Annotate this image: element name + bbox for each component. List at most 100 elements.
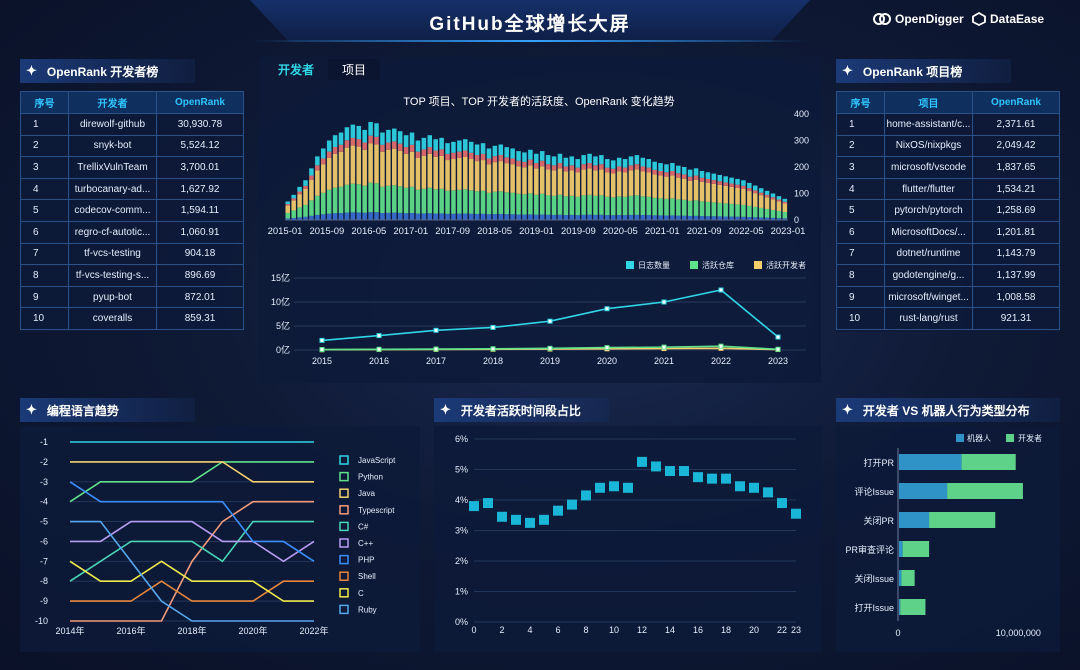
stack-bar-segment[interactable] [758, 192, 764, 196]
stack-bar-segment[interactable] [640, 196, 646, 216]
stack-bar-segment[interactable] [729, 177, 734, 184]
stack-bar-segment[interactable] [433, 156, 438, 190]
stack-bar-segment[interactable] [605, 159, 610, 168]
series-point[interactable] [661, 299, 667, 305]
stack-bar-segment[interactable] [711, 173, 717, 181]
legend-label[interactable]: C [358, 589, 364, 598]
stack-bar-segment[interactable] [616, 215, 622, 220]
stack-bar-segment[interactable] [723, 185, 728, 204]
stack-bar-segment[interactable] [723, 182, 728, 186]
series-point[interactable] [433, 346, 439, 352]
stack-bar-segment[interactable] [575, 159, 580, 168]
stack-bar-segment[interactable] [338, 151, 344, 187]
stack-bar-segment[interactable] [427, 147, 433, 154]
series-line[interactable] [70, 520, 314, 622]
stack-bar-segment[interactable] [439, 188, 444, 214]
stack-bar-segment[interactable] [350, 183, 356, 213]
stack-bar-segment[interactable] [723, 176, 728, 183]
stack-bar-segment[interactable] [557, 163, 563, 169]
legend-label[interactable]: C++ [358, 539, 373, 548]
bot-bar[interactable] [899, 454, 962, 470]
stack-bar-segment[interactable] [770, 197, 776, 200]
stack-bar-segment[interactable] [344, 184, 350, 213]
stack-bar-segment[interactable] [741, 216, 746, 220]
scatter-point[interactable] [539, 514, 549, 525]
stack-bar-segment[interactable] [557, 194, 563, 215]
stack-bar-segment[interactable] [640, 157, 646, 167]
stack-bar-segment[interactable] [285, 201, 291, 205]
legend-label[interactable]: Java [358, 489, 375, 498]
stack-bar-segment[interactable] [332, 213, 338, 220]
stack-bar-segment[interactable] [486, 214, 492, 220]
stack-bar-segment[interactable] [539, 151, 545, 161]
scatter-point[interactable] [777, 498, 787, 509]
scatter-point[interactable] [735, 481, 745, 492]
stack-bar-segment[interactable] [764, 208, 770, 218]
stack-bar-segment[interactable] [326, 189, 332, 214]
stack-bar-segment[interactable] [735, 204, 740, 217]
stack-bar-segment[interactable] [610, 160, 616, 169]
stack-bar-segment[interactable] [409, 144, 415, 152]
stack-bar-segment[interactable] [332, 187, 338, 214]
stack-bar-segment[interactable] [344, 147, 350, 185]
stack-bar-segment[interactable] [421, 149, 427, 156]
stack-bar-segment[interactable] [297, 217, 302, 220]
stack-bar-segment[interactable] [332, 147, 338, 154]
stack-bar-segment[interactable] [658, 163, 663, 172]
stack-bar-segment[interactable] [782, 211, 788, 219]
stack-bar-segment[interactable] [451, 213, 456, 220]
series-line[interactable] [69, 461, 314, 503]
stack-bar-segment[interactable] [534, 163, 539, 169]
stack-bar-segment[interactable] [670, 215, 675, 220]
stack-bar-segment[interactable] [646, 215, 651, 220]
stack-bar-segment[interactable] [374, 212, 379, 220]
stack-bar-segment[interactable] [344, 212, 350, 220]
stack-bar-segment[interactable] [741, 180, 746, 186]
stack-bar-segment[interactable] [741, 185, 746, 189]
stack-bar-segment[interactable] [599, 169, 604, 196]
stack-bar-segment[interactable] [676, 215, 681, 220]
stack-bar-segment[interactable] [699, 181, 705, 202]
stack-bar-segment[interactable] [557, 153, 563, 164]
stack-bar-segment[interactable] [309, 168, 314, 176]
scatter-point[interactable] [679, 466, 689, 477]
stack-bar-segment[interactable] [593, 170, 598, 196]
scatter-point[interactable] [637, 456, 647, 467]
stack-bar-segment[interactable] [297, 194, 302, 208]
stack-bar-segment[interactable] [427, 187, 433, 214]
stack-bar-segment[interactable] [397, 212, 403, 220]
stack-bar-segment[interactable] [605, 196, 610, 216]
series-point[interactable] [718, 343, 724, 349]
stack-bar-segment[interactable] [534, 194, 539, 215]
stack-bar-segment[interactable] [652, 174, 657, 198]
stack-bar-segment[interactable] [445, 160, 450, 191]
stack-bar-segment[interactable] [699, 170, 705, 178]
stack-bar-segment[interactable] [610, 168, 616, 174]
stack-bar-segment[interactable] [693, 179, 699, 201]
stack-bar-segment[interactable] [646, 159, 651, 168]
stack-bar-segment[interactable] [457, 151, 462, 158]
stack-bar-segment[interactable] [510, 148, 515, 159]
stack-bar-segment[interactable] [587, 214, 592, 220]
scatter-point[interactable] [483, 498, 493, 509]
scatter-point[interactable] [707, 473, 717, 484]
series-line[interactable] [69, 560, 314, 602]
stack-bar-segment[interactable] [516, 193, 521, 215]
stack-bar-segment[interactable] [616, 166, 622, 172]
stack-bar-segment[interactable] [374, 183, 379, 213]
stack-bar-segment[interactable] [640, 166, 646, 172]
stack-bar-segment[interactable] [397, 143, 403, 151]
stack-bar-segment[interactable] [492, 162, 498, 192]
stack-bar-segment[interactable] [474, 213, 480, 220]
stack-bar-segment[interactable] [551, 195, 557, 215]
stack-bar-segment[interactable] [539, 193, 545, 215]
stack-bar-segment[interactable] [681, 178, 687, 200]
stack-bar-segment[interactable] [687, 180, 693, 201]
stack-bar-segment[interactable] [569, 156, 575, 166]
stack-bar-segment[interactable] [291, 217, 296, 220]
series-point[interactable] [775, 334, 781, 340]
stack-bar-segment[interactable] [599, 155, 604, 165]
stack-bar-segment[interactable] [480, 213, 486, 220]
stack-bar-segment[interactable] [711, 216, 717, 220]
stack-bar-segment[interactable] [368, 212, 373, 220]
